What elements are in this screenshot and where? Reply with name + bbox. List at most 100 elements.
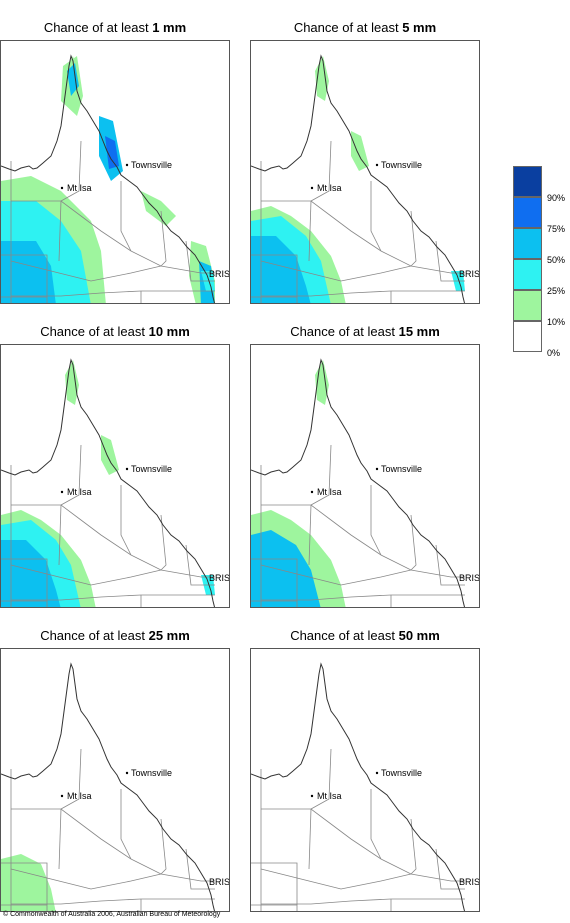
bris-label: BRIS [209,877,230,887]
legend-label: 25% [547,286,566,296]
panel-title: Chance of at least 5 mm [293,20,437,35]
district-boundary [11,290,215,297]
district-boundary [261,504,465,578]
town-marker [60,490,64,494]
district-boundary [58,200,62,262]
town-marker [125,467,129,471]
coastline [251,54,466,303]
district-boundary [410,210,417,267]
town-marker [60,186,64,190]
town-marker [125,163,129,167]
district-boundary [10,260,162,282]
district-boundary [11,594,215,601]
district-boundary [11,200,215,274]
townsville-label: Townsville [381,160,422,170]
town-marker [60,794,64,798]
legend-label: 75% [547,224,566,234]
district-boundary [308,504,312,566]
panel-title: Chance of at least 50 mm [290,628,440,643]
district-boundary [410,514,417,571]
map-svg: Townsville Mt Isa BRIS [251,54,480,303]
district-boundary [11,808,215,882]
map-svg: Townsville Mt Isa BRIS [1,54,229,303]
rainfall-map: Townsville Mt Isa BRIS [250,344,480,608]
town-marker [375,467,379,471]
district-boundary [120,181,132,252]
rainfall-map: Townsville Mt Isa BRIS [0,40,230,304]
land-area [251,664,465,911]
town-marker [310,794,314,798]
district-boundary [185,848,215,890]
town-marker [375,771,379,775]
bris-label: BRIS [459,269,480,279]
legend-label: 90% [547,193,566,203]
mtisa-label: Mt Isa [317,791,342,801]
district-boundary [261,808,465,882]
mtisa-label: Mt Isa [67,487,92,497]
district-boundary [261,200,465,274]
rainfall-probability-area [141,191,176,226]
district-boundary [261,594,465,601]
district-boundary [160,210,167,267]
district-boundary [10,564,162,586]
district-boundary [251,254,298,297]
mtisa-label: Mt Isa [317,487,342,497]
district-boundary [308,808,312,870]
district-boundary [310,748,332,810]
district-boundary [60,444,82,506]
district-boundary [410,818,417,875]
district-boundary [260,868,412,890]
district-boundary [58,504,62,566]
panel-title: Chance of at least 25 mm [40,628,190,643]
map-svg: Townsville Mt Isa BRIS [1,662,230,911]
bris-label: BRIS [459,877,480,887]
district-boundary [120,789,132,860]
rainfall-probability-area [351,131,369,171]
legend-swatch-90 [513,166,542,197]
district-boundary [58,808,62,870]
mtisa-label: Mt Isa [67,183,92,193]
town-marker [310,186,314,190]
district-boundary [435,544,465,586]
district-boundary [185,544,215,586]
rainfall-probability-area [67,63,79,96]
rainfall-probability-area [1,540,61,607]
district-boundary [1,558,48,601]
district-boundary [10,868,162,890]
rainfall-probability-area [105,136,119,169]
coastline [1,54,216,303]
legend-label: 10% [547,317,566,327]
district-boundary [261,898,465,905]
land-area [1,664,215,911]
panel-title: Chance of at least 1 mm [43,20,187,35]
district-boundary [185,240,215,282]
legend-swatch-0 [513,321,542,352]
district-boundary [251,862,298,905]
coastline [1,662,216,911]
district-boundary [160,514,167,571]
mtisa-label: Mt Isa [317,183,342,193]
townsville-label: Townsville [381,464,422,474]
rainfall-map: Townsville Mt Isa BRIS [250,648,480,912]
district-boundary [310,140,332,202]
district-boundary [60,140,82,202]
coastline [251,358,466,607]
rainfall-probability-area [251,236,311,303]
legend-swatch-10 [513,290,542,321]
panel-title: Chance of at least 15 mm [290,324,440,339]
townsville-label: Townsville [381,768,422,778]
district-boundary [11,898,215,905]
legend-label: 0% [547,348,561,358]
townsville-label: Townsville [131,160,172,170]
town-marker [125,771,129,775]
district-boundary [1,862,48,905]
district-boundary [160,818,167,875]
rainfall-map: Townsville Mt Isa BRIS [0,344,230,608]
legend-swatch-50 [513,228,542,259]
district-boundary [261,290,465,297]
coastline [251,662,466,911]
legend-swatch-25 [513,259,542,290]
legend-label: 50% [547,255,566,265]
district-boundary [310,444,332,506]
district-boundary [60,748,82,810]
